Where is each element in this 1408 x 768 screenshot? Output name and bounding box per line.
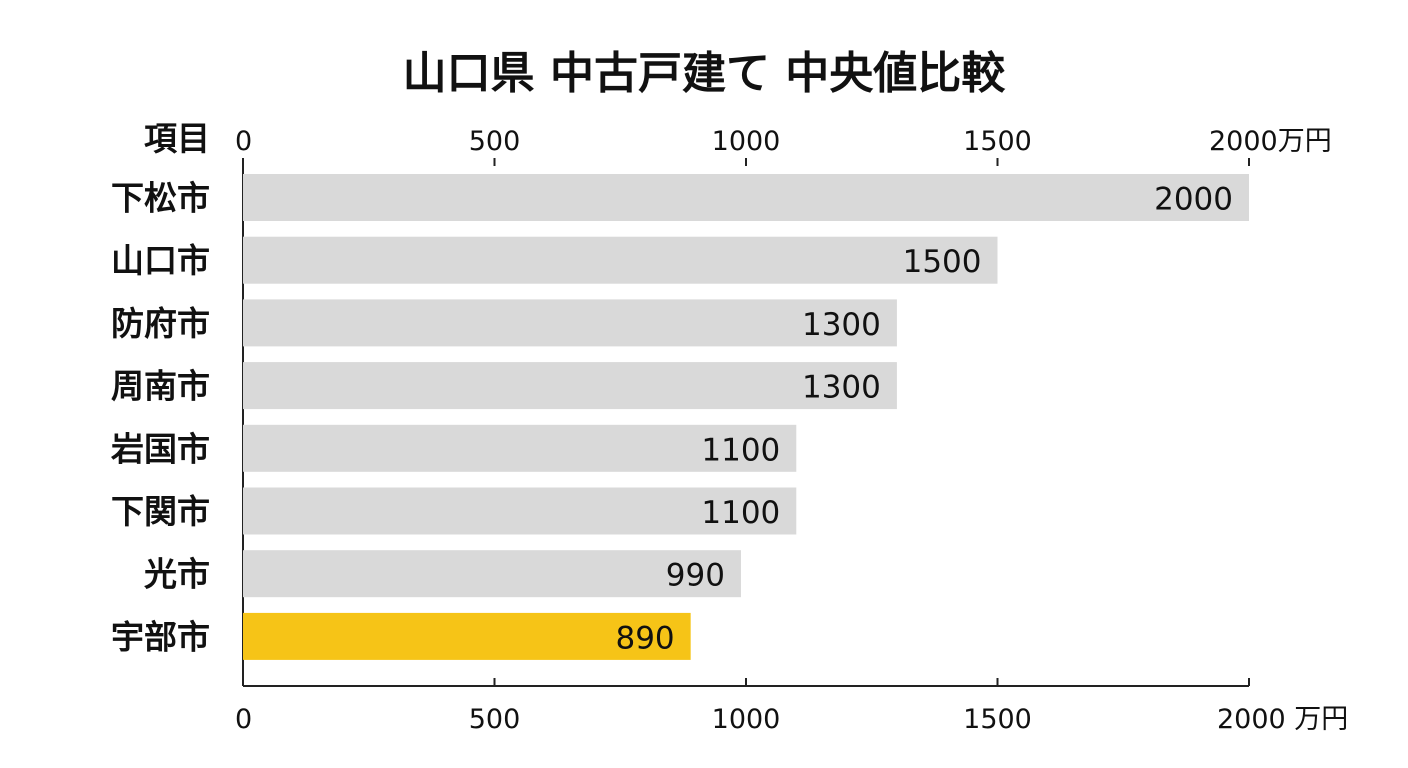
bar-value-label: 1100 <box>701 432 780 468</box>
bar <box>243 550 741 598</box>
bar-value-label: 2000 <box>1154 182 1233 218</box>
bar-value-label: 1300 <box>802 370 881 406</box>
bar-value-label: 890 <box>615 620 674 656</box>
bottom-tick-label: 1000 <box>712 704 781 735</box>
bottom-tick-label: 1500 <box>963 704 1032 735</box>
chart-title: 山口県 中古戸建て 中央値比較 <box>403 48 1007 99</box>
plot-area: 0 0 500 500 1000 1000 1500 1500 2000万円 2000 万円 下松市… <box>111 126 1348 735</box>
bar-value-label: 1300 <box>802 307 881 343</box>
bar <box>243 174 1249 221</box>
category-label: 下関市 <box>111 492 210 531</box>
bar-value-label: 1500 <box>903 244 982 280</box>
bar <box>243 424 797 472</box>
category-header: 項目 <box>144 119 210 158</box>
highlighted-bar <box>243 612 691 660</box>
bottom-tick-label: 2000 万円 <box>1217 704 1348 735</box>
category-label: 岩国市 <box>111 429 210 468</box>
top-tick-label: 2000万円 <box>1209 126 1332 157</box>
top-tick-label: 1000 <box>712 126 781 157</box>
category-label: 宇部市 <box>111 617 210 656</box>
bar <box>243 487 797 535</box>
bottom-tick-label: 500 <box>469 704 521 735</box>
category-label: 光市 <box>144 555 210 594</box>
category-label: 下松市 <box>111 179 210 218</box>
category-label: 周南市 <box>111 367 210 406</box>
top-tick-label: 1500 <box>963 126 1032 157</box>
bar <box>243 362 897 410</box>
bar-value-label: 990 <box>666 558 725 594</box>
bar <box>243 236 998 284</box>
bar-value-label: 1100 <box>701 495 780 531</box>
category-label: 山口市 <box>111 241 210 280</box>
bar <box>243 299 897 347</box>
category-label: 防府市 <box>111 304 210 343</box>
top-tick-label: 500 <box>469 126 521 157</box>
bottom-tick-label: 0 <box>235 704 252 735</box>
top-tick-label: 0 <box>235 126 252 157</box>
